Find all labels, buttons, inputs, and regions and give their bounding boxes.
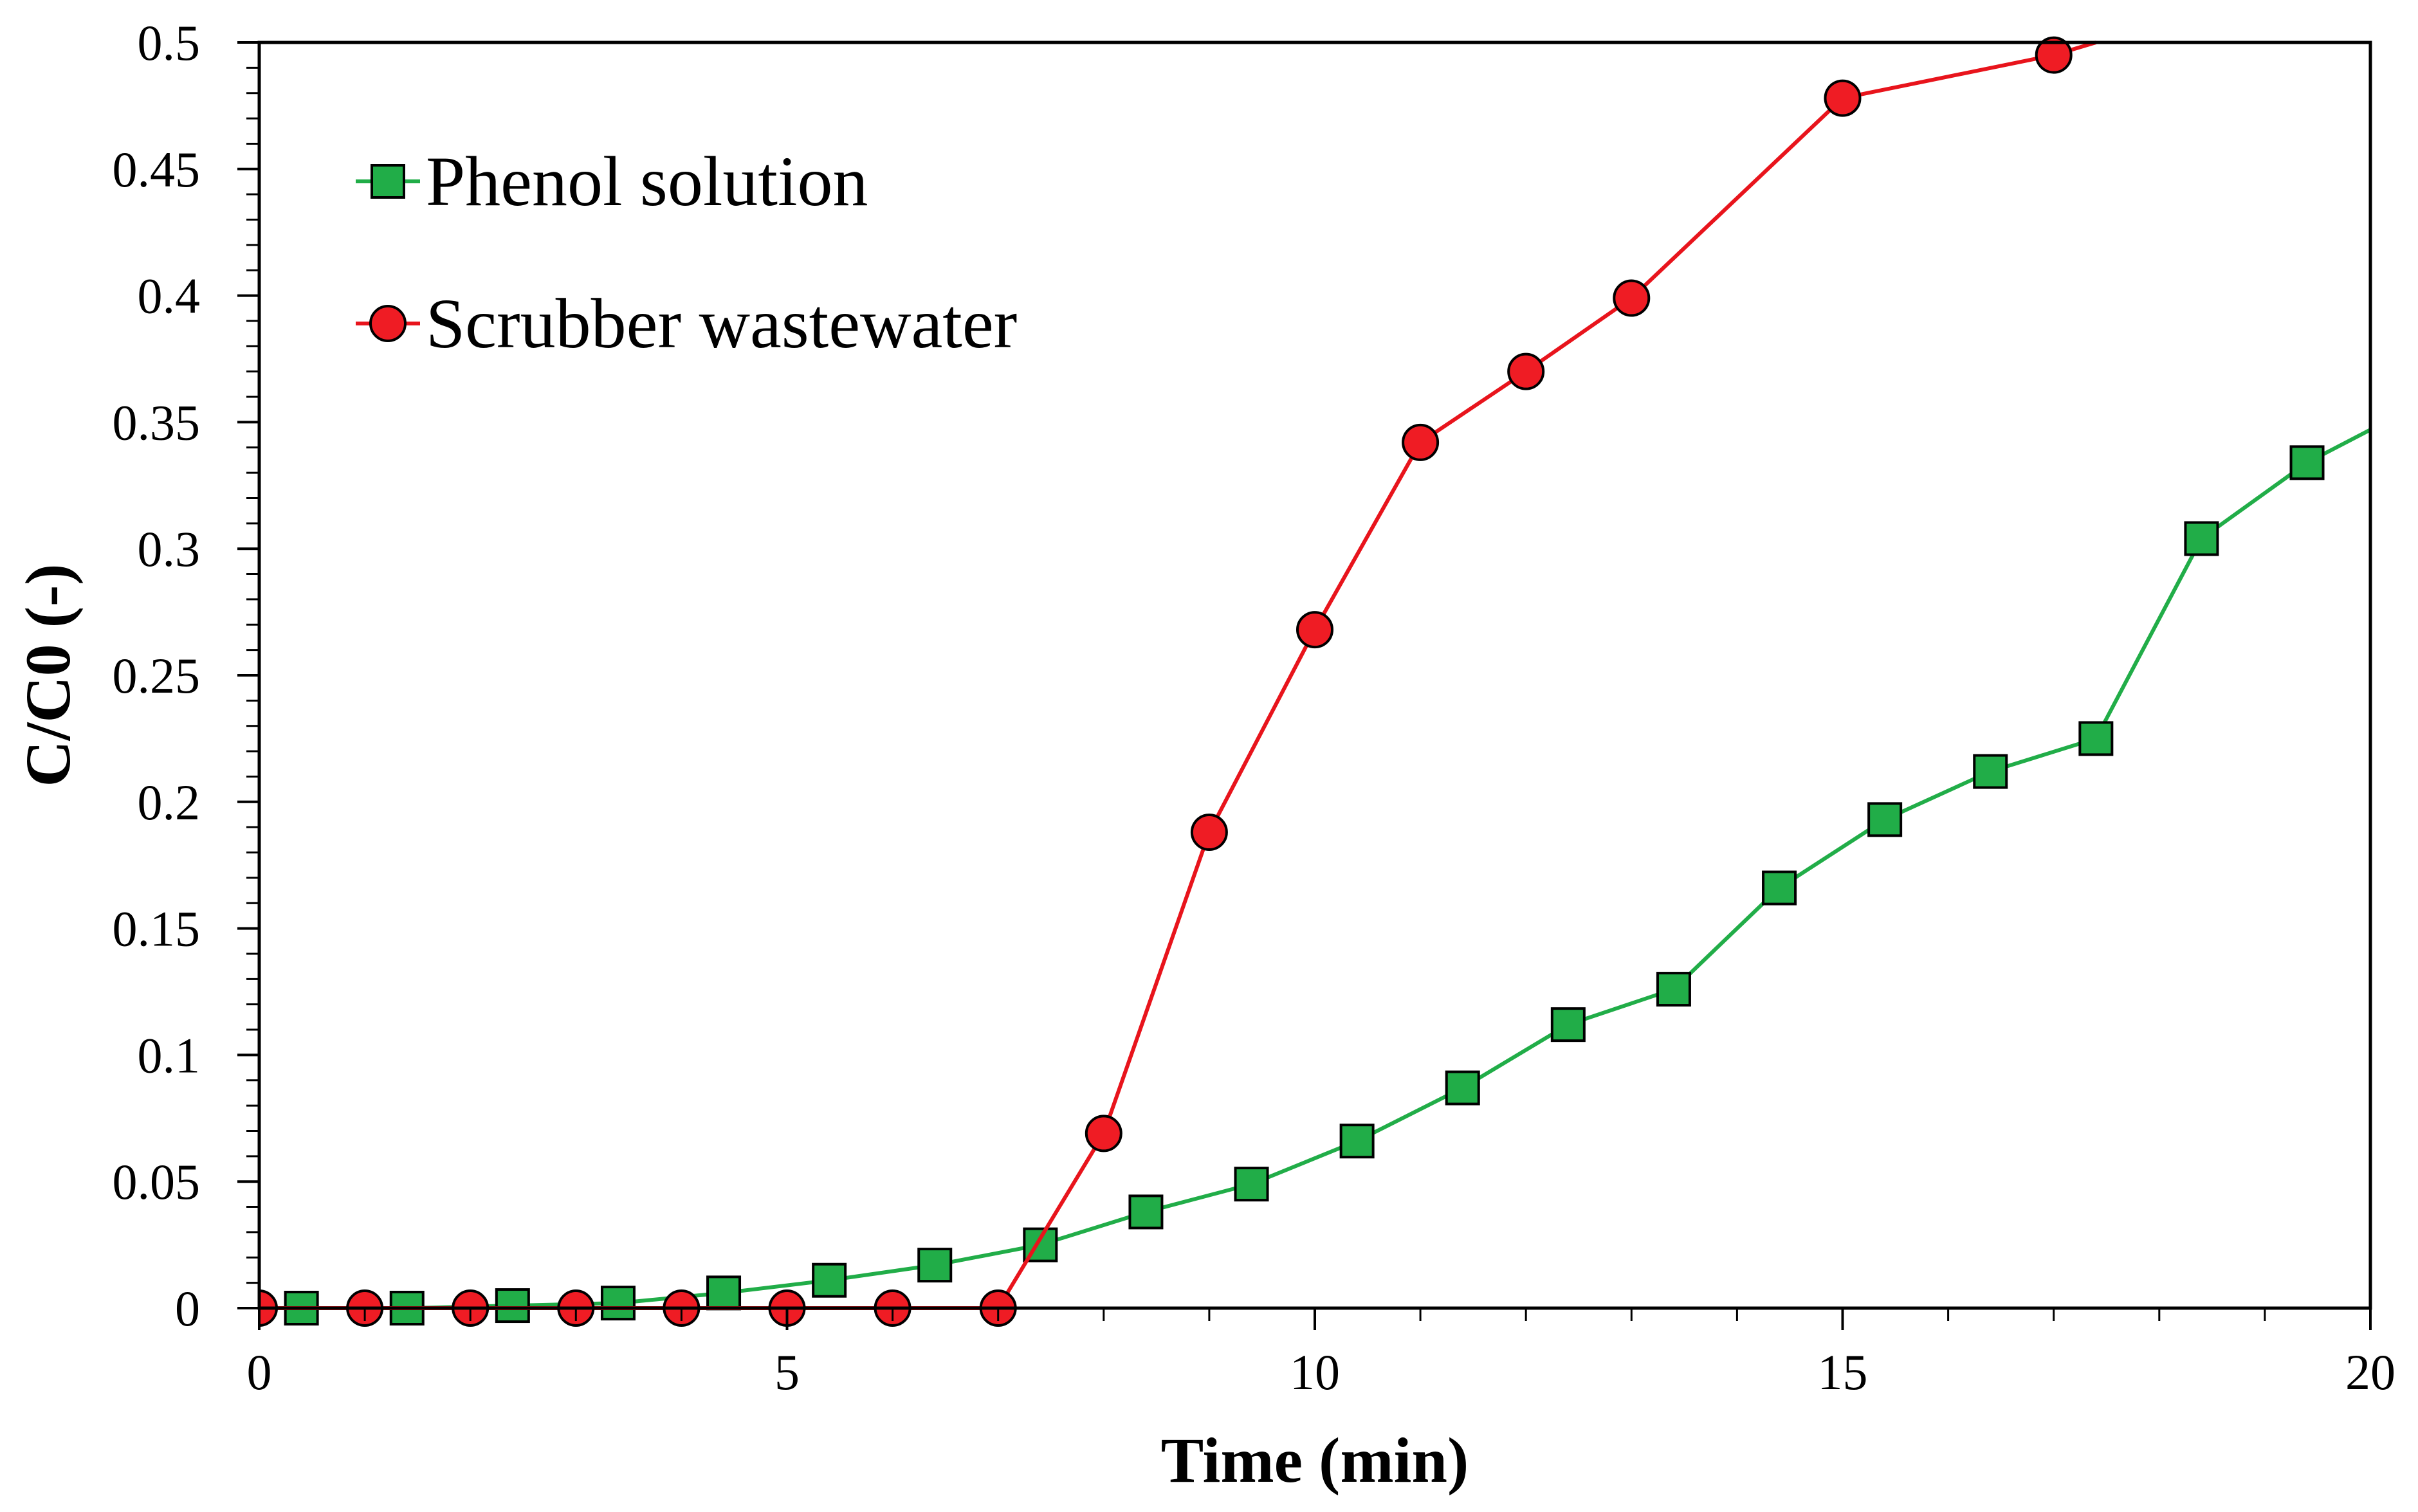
x-tick-label: 20 — [2345, 1344, 2395, 1400]
data-point — [2289, 445, 2325, 480]
data-point — [706, 1275, 742, 1311]
legend-marker — [371, 164, 405, 199]
data-point — [1128, 1194, 1164, 1230]
x-axis-title: Time (min) — [1161, 1425, 1469, 1496]
y-tick-label: 0.3 — [138, 521, 201, 577]
y-tick-label: 0.2 — [138, 774, 201, 830]
x-tick-label: 5 — [774, 1344, 800, 1400]
data-point — [1296, 611, 1333, 649]
series-0 — [284, 428, 2372, 1325]
data-point — [2078, 721, 2114, 756]
data-point — [1085, 1115, 1122, 1152]
legend: Phenol solution Scrubber wastewater — [356, 142, 1017, 363]
data-point — [1550, 1007, 1586, 1043]
x-tick-label: 10 — [1290, 1344, 1340, 1400]
data-point — [600, 1286, 636, 1321]
data-point — [1656, 972, 1691, 1007]
x-tick-label: 0 — [247, 1344, 272, 1400]
legend-label: Phenol solution — [426, 142, 868, 221]
data-point — [1339, 1124, 1375, 1159]
data-point — [495, 1288, 530, 1324]
data-point — [1445, 1070, 1480, 1106]
data-point — [917, 1248, 953, 1283]
y-tick-label: 0.4 — [138, 268, 201, 324]
y-tick-label: 0.25 — [113, 648, 201, 704]
y-tick-label: 0.15 — [113, 901, 201, 957]
data-point — [2184, 521, 2219, 556]
legend-label: Scrubber wastewater — [426, 284, 1017, 363]
y-tick-label: 0.5 — [138, 15, 201, 71]
data-point — [1402, 423, 1440, 461]
y-axis-title: C/C0 (-) — [12, 563, 84, 787]
y-tick-label: 0.05 — [113, 1154, 201, 1210]
x-tick-label: 15 — [1818, 1344, 1868, 1400]
legend-item: Phenol solution — [356, 142, 868, 221]
y-tick-label: 0 — [175, 1280, 200, 1336]
data-point — [1234, 1167, 1269, 1202]
data-point — [1867, 802, 1903, 837]
ticks-layer: 0 5 10 15 20 0 0.05 0.1 0.15 0.2 0.25 0.3 0.35 0.4 0.4… — [113, 15, 2396, 1400]
data-point — [1824, 79, 1862, 117]
y-tick-label: 0.35 — [113, 394, 201, 450]
legend-item: Scrubber wastewater — [356, 284, 1017, 363]
y-tick-label: 0.1 — [138, 1027, 201, 1083]
data-point — [1762, 870, 1797, 906]
y-tick-label: 0.45 — [113, 141, 201, 197]
legend-marker — [369, 305, 407, 342]
series-1 — [259, 36, 2097, 1327]
data-point — [2035, 36, 2073, 74]
data-point — [1613, 279, 1651, 317]
data-point — [1190, 814, 1228, 852]
series-layer — [259, 36, 2372, 1327]
data-point — [1507, 352, 1545, 390]
data-point — [812, 1262, 847, 1298]
data-point — [1973, 754, 2008, 789]
